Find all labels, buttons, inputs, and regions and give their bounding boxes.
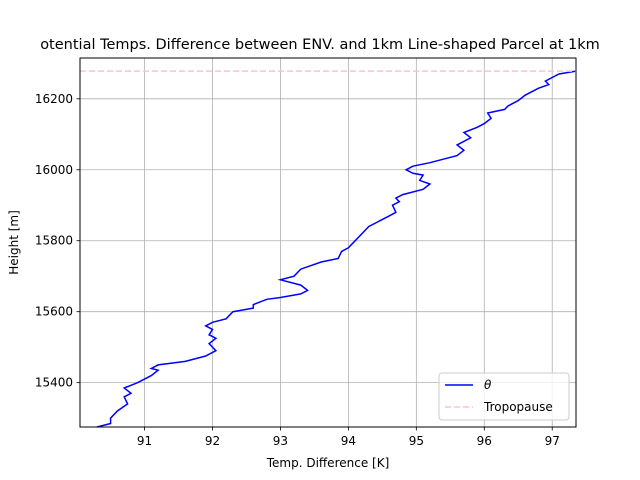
- y-tick-label: 16000: [35, 163, 73, 177]
- chart-title: otential Temps. Difference between ENV. …: [40, 37, 600, 53]
- y-axis-label: Height [m]: [7, 210, 21, 275]
- series-line-theta: [96, 70, 577, 428]
- x-tick-label: 92: [205, 434, 220, 448]
- plot-frame: [79, 57, 577, 428]
- x-tick-label: 94: [341, 434, 356, 448]
- x-tick-label: 96: [477, 434, 492, 448]
- legend: θ Tropopause: [438, 372, 570, 421]
- y-tick-label: 15600: [35, 305, 73, 319]
- y-tick-label: 15800: [35, 234, 73, 248]
- series-layer: [80, 70, 577, 428]
- grid: [80, 58, 576, 427]
- x-tick-label: 93: [273, 434, 288, 448]
- x-axis-ticks: 91 92 93 94 95 96 97: [137, 427, 560, 448]
- x-tick-label: 91: [137, 434, 152, 448]
- x-axis-label: Temp. Difference [K]: [266, 456, 390, 470]
- x-tick-label: 97: [545, 434, 560, 448]
- y-axis-ticks: 15400 15600 15800 16000 16200: [35, 92, 80, 390]
- legend-label-tropopause: Tropopause: [483, 400, 553, 414]
- y-tick-label: 15400: [35, 376, 73, 390]
- legend-label-theta: θ: [484, 378, 492, 392]
- x-tick-label: 95: [409, 434, 424, 448]
- y-tick-label: 16200: [35, 92, 73, 106]
